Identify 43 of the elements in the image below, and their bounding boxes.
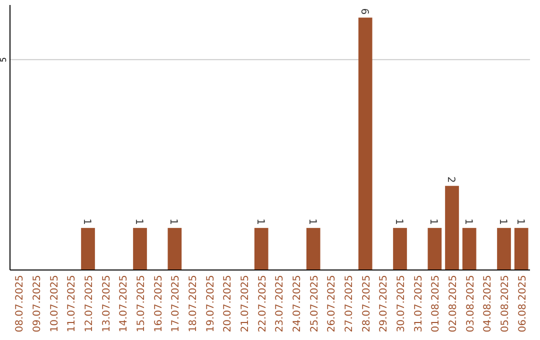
data-label: 2 [445,176,456,183]
x-tick-label: 15.07.2025 [136,275,147,332]
x-tick-label: 08.07.2025 [14,275,26,332]
x-tick-label: 12.07.2025 [84,275,95,332]
data-label: 1 [306,218,318,225]
x-tick-label: 06.08.2025 [517,275,528,332]
data-label: 1 [428,218,439,225]
data-label: 1 [497,218,508,225]
x-tick-label: 04.08.2025 [482,275,494,332]
x-tick-label: 18.07.2025 [188,275,199,332]
x-tick-label: 05.08.2025 [500,275,511,332]
y-tick-label: 5 [0,57,8,62]
x-tick-label: 10.07.2025 [49,275,60,332]
x-tick-label: 22.07.2025 [257,275,268,332]
x-tick-label: 19.07.2025 [205,275,216,332]
x-tick-label: 20.07.2025 [222,275,234,332]
data-label: 6 [358,8,370,15]
data-label: 1 [81,218,92,225]
x-tick-label: 29.07.2025 [378,275,390,332]
data-label: 1 [133,218,144,225]
x-tick-label: 03.08.2025 [465,275,476,332]
data-label: 1 [168,218,179,225]
data-label: 1 [393,218,404,225]
x-tick-label: 17.07.2025 [170,275,182,332]
x-tick-label: 09.07.2025 [32,275,43,332]
x-tick-label: 28.07.2025 [361,275,372,332]
data-label: 1 [514,218,526,225]
x-tick-label: 13.07.2025 [101,275,112,332]
x-tick-label: 02.08.2025 [448,275,459,332]
x-tick-label: 27.07.2025 [344,275,355,332]
x-tick-label: 21.07.2025 [240,275,251,332]
x-tick-label: 16.07.2025 [153,275,164,332]
x-tick-label: 25.07.2025 [309,275,320,332]
x-tick-label: 11.07.2025 [66,275,78,332]
x-tick-label: 24.07.2025 [292,275,303,332]
x-tick-label: 26.07.2025 [326,275,338,332]
x-tick-label: 14.07.2025 [118,275,130,332]
data-label: 1 [254,218,266,225]
x-tick-label: 01.08.2025 [430,275,442,332]
x-tick-label: 30.07.2025 [396,275,407,332]
x-tick-label: 23.07.2025 [274,275,286,332]
x-tick-label: 31.07.2025 [413,275,424,332]
data-label: 1 [462,218,474,225]
